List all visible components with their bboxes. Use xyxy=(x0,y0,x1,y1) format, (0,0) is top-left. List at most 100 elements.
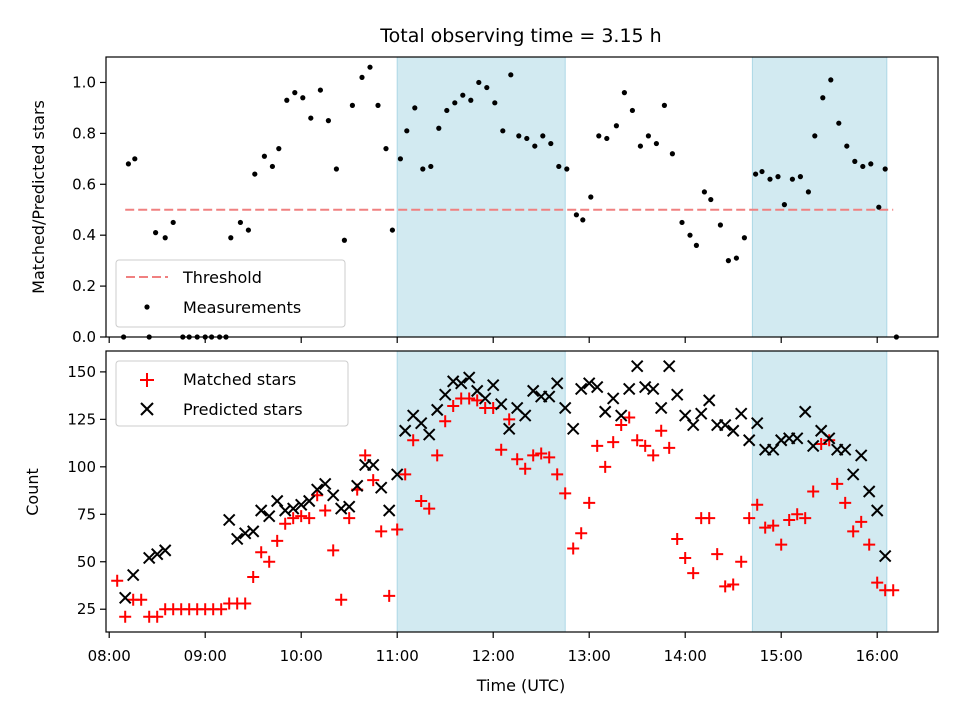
matched-star-point xyxy=(591,439,604,452)
measurement-point xyxy=(308,115,314,121)
predicted-star-point xyxy=(838,443,852,456)
predicted-star-point xyxy=(334,502,348,515)
measurement-point xyxy=(125,161,131,167)
matched-star-point xyxy=(511,453,524,466)
predicted-star-point xyxy=(622,382,636,396)
measurement-point xyxy=(492,100,498,106)
predicted-star-point xyxy=(646,382,660,396)
legend-threshold-label: Threshold xyxy=(182,268,262,287)
predicted-star-point xyxy=(270,494,284,508)
predicted-star-point xyxy=(558,401,572,415)
matched-star-point xyxy=(639,439,652,452)
measurement-point xyxy=(460,92,466,98)
measurement-point xyxy=(317,87,323,93)
matched-stars-points xyxy=(111,392,900,623)
matched-star-point xyxy=(319,504,332,517)
top-x-ticks xyxy=(108,337,878,343)
matched-star-point xyxy=(599,460,612,473)
predicted-star-point xyxy=(766,443,780,456)
predicted-star-point xyxy=(582,377,596,390)
measurement-point xyxy=(428,163,434,170)
predicted-star-point xyxy=(238,527,252,540)
matched-star-point xyxy=(839,496,852,509)
matched-star-point xyxy=(415,494,428,507)
predicted-star-point xyxy=(662,359,676,373)
predicted-star-point xyxy=(630,359,644,373)
measurement-point xyxy=(767,176,773,182)
matched-star-point xyxy=(671,532,684,545)
matched-star-point xyxy=(719,580,732,593)
measurement-point xyxy=(292,90,298,96)
matched-star-point xyxy=(551,468,564,481)
matched-star-point xyxy=(871,576,884,589)
predicted-star-point xyxy=(574,382,588,396)
predicted-star-point xyxy=(318,477,332,491)
predicted-star-point xyxy=(854,449,868,462)
matched-star-point xyxy=(495,443,508,456)
matched-star-point xyxy=(439,415,452,428)
matched-star-point xyxy=(111,574,124,587)
predicted-star-point xyxy=(262,509,276,523)
predicted-star-point xyxy=(382,504,396,517)
matched-star-point xyxy=(647,449,660,462)
predicted-star-point xyxy=(670,388,684,401)
top-y-ticks: 0.0 0.2 0.4 0.6 0.8 1.0 xyxy=(72,73,106,346)
y-tick-label: 75 xyxy=(77,505,96,523)
predicted-star-point xyxy=(742,434,756,447)
predicted-star-point xyxy=(222,513,236,527)
measurement-point xyxy=(805,189,812,195)
matched-star-point xyxy=(263,555,276,568)
measurement-point xyxy=(153,230,159,236)
measurement-point xyxy=(661,102,668,108)
measurement-point xyxy=(276,146,282,152)
measurement-point xyxy=(797,174,804,180)
predicted-star-point xyxy=(678,409,692,422)
top-y-axis-label: Matched/Predicted stars xyxy=(29,100,48,294)
measurement-point xyxy=(868,161,874,167)
measurement-point xyxy=(476,79,482,86)
bottom-y-axis-label: Count xyxy=(23,468,42,516)
bottom-legend: Matched stars Predicted stars xyxy=(115,360,349,427)
matched-star-point xyxy=(335,593,348,606)
y-tick-label: 150 xyxy=(67,363,96,381)
measurement-point xyxy=(708,196,714,203)
predicted-star-point xyxy=(542,390,556,403)
matched-star-point xyxy=(287,512,300,525)
top-axes-frame xyxy=(105,56,939,338)
measurement-point xyxy=(341,237,347,243)
matched-star-point xyxy=(623,411,636,424)
matched-star-point xyxy=(327,544,340,557)
predicted-star-point xyxy=(566,422,580,436)
x-tick-label: 14:00 xyxy=(664,647,707,665)
matched-star-point xyxy=(543,451,556,464)
matched-star-point xyxy=(575,527,588,540)
predicted-star-point xyxy=(230,532,244,546)
measurement-point xyxy=(669,151,676,157)
measurement-point xyxy=(637,143,644,149)
bottom-axes-frame xyxy=(105,350,939,633)
matched-star-point xyxy=(807,485,820,498)
measurement-point xyxy=(645,133,652,139)
bottom-legend-box xyxy=(115,360,349,427)
predicted-star-point xyxy=(414,416,428,430)
x-tick-label: 11:00 xyxy=(376,647,419,665)
bottom-panel: 25 50 75 100 125 150 08:00 09:00 10:00 11:00 12:0… xyxy=(23,350,939,695)
measurement-point xyxy=(693,242,700,248)
predicted-star-point xyxy=(478,392,492,405)
matched-star-point xyxy=(471,394,484,407)
predicted-star-point xyxy=(118,591,132,605)
matched-star-point xyxy=(791,508,804,521)
matched-star-point xyxy=(711,548,724,561)
chart-title: Total observing time = 3.15 h xyxy=(379,25,661,47)
matched-star-point xyxy=(743,512,756,525)
matched-star-point xyxy=(663,441,676,454)
predicted-star-point xyxy=(254,504,268,517)
predicted-star-point xyxy=(790,432,804,445)
measurement-point xyxy=(844,143,850,149)
measurement-point xyxy=(300,95,306,101)
matched-star-point xyxy=(815,438,828,451)
bottom-shaded-regions xyxy=(396,350,888,633)
predicted-star-point xyxy=(614,409,628,422)
matched-star-point xyxy=(255,546,268,559)
predicted-star-point xyxy=(606,392,620,405)
